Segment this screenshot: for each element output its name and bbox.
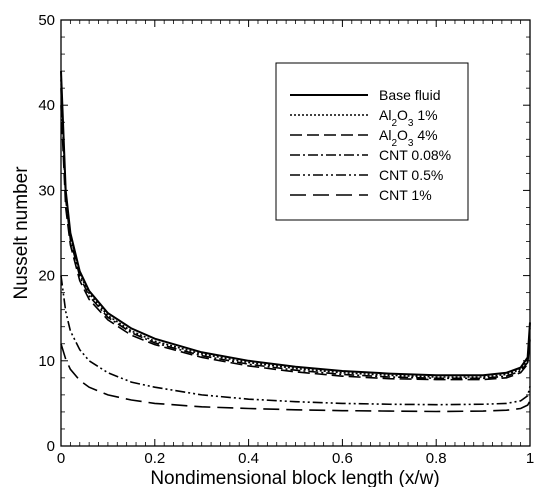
series-line <box>60 105 531 381</box>
legend-label: CNT 0.08% <box>379 147 451 163</box>
legend-label: Al2O3 4% <box>379 127 438 149</box>
y-tick-label: 40 <box>38 97 55 114</box>
series-line <box>60 79 531 378</box>
series-lines <box>60 71 531 413</box>
legend-label: Al2O3 1% <box>379 107 438 129</box>
x-tick-label: 0 <box>57 450 65 467</box>
x-tick-label: 1 <box>526 450 534 467</box>
series-line <box>60 275 531 406</box>
y-tick-label: 50 <box>38 12 55 29</box>
legend-box <box>275 62 469 221</box>
x-tick-label: 0.2 <box>144 450 165 467</box>
series-line <box>60 343 531 413</box>
legend: Base fluid Al2O3 1%Al2O3 4%CNT 0.08% CNT 0… <box>275 62 469 221</box>
y-tick-label: 30 <box>38 182 55 199</box>
plot-frame <box>60 19 531 447</box>
y-tick-label: 10 <box>38 353 55 370</box>
y-tick-label: 20 <box>38 268 55 285</box>
x-tick-label: 0.6 <box>332 450 353 467</box>
x-tick-label: 0.4 <box>238 450 259 467</box>
x-tick-label: 0.8 <box>426 450 447 467</box>
legend-label: CNT 0.5% <box>379 167 443 183</box>
y-tick-label: 0 <box>47 438 55 455</box>
series-line <box>60 88 531 380</box>
legend-label: CNT 1% <box>379 187 432 203</box>
y-axis-title: Nusselt number <box>11 166 32 300</box>
legend-label: Base fluid <box>379 87 440 103</box>
x-axis-title: Nondimensional block length (x/w) <box>150 468 439 487</box>
